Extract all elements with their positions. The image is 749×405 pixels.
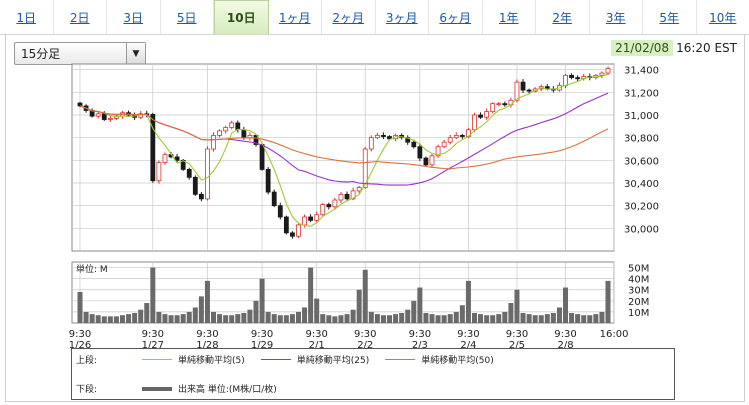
legend-item-ma-1: 単純移動平均(25) (260, 353, 370, 366)
tab-9[interactable]: 1年 (483, 0, 536, 34)
timestamp: 21/02/08 16:20 EST (611, 40, 737, 56)
timestamp-date: 21/02/08 (611, 40, 674, 56)
tab-1[interactable]: 2日 (54, 0, 107, 34)
tab-13[interactable]: 10年 (709, 10, 737, 25)
legend-swatch-ma-2 (385, 359, 416, 360)
period-tabbar: 1日 2日 3日 5日 10日 1ヶ月 2ヶ月 3ヶ月 6ヶ月 1年 2年 3年 5年 10年 (0, 0, 749, 35)
tab-11[interactable]: 3年 (590, 0, 643, 34)
tab-5[interactable]: 1ヶ月 (269, 0, 322, 34)
chart-panel (5, 34, 745, 402)
interval-select[interactable]: 15分足 ▼ (14, 42, 146, 65)
legend-item-volume: 出来高 単位:(M株/口/枚) (142, 382, 277, 395)
tab-0[interactable]: 1日 (0, 0, 54, 34)
legend-label-ma-2: 単純移動平均(50) (421, 356, 494, 366)
legend-swatch-volume (142, 386, 172, 391)
legend-item-ma-2: 単純移動平均(50) (385, 353, 494, 366)
tab-4[interactable]: 10日 (214, 0, 269, 34)
tab-7[interactable]: 3ヶ月 (376, 0, 429, 34)
legend-upper-label: 上段: (76, 356, 98, 366)
legend-label-ma-0: 単純移動平均(5) (178, 356, 245, 366)
tab-2[interactable]: 3日 (107, 0, 161, 34)
chart-legend: 上段: 単純移動平均(5) 単純移動平均(25) 単純移動平均(50) 下段: 出来… (71, 348, 675, 400)
chevron-down-icon[interactable]: ▼ (126, 43, 145, 64)
legend-item-ma-0: 単純移動平均(5) (142, 353, 245, 366)
timestamp-time: 16:20 EST (676, 41, 737, 55)
legend-volume-label: 出来高 単位:(M株/口/枚) (178, 385, 277, 395)
tab-6[interactable]: 2ヶ月 (322, 0, 376, 34)
tab-3[interactable]: 5日 (161, 0, 214, 34)
interval-select-value: 15分足 (21, 47, 61, 61)
legend-lower-label: 下段: (76, 385, 98, 395)
legend-swatch-ma-0 (142, 359, 172, 360)
tab-10[interactable]: 2年 (536, 0, 590, 34)
legend-label-ma-1: 単純移動平均(25) (296, 356, 370, 366)
legend-swatch-ma-1 (260, 359, 291, 360)
tab-12[interactable]: 5年 (643, 0, 697, 34)
tab-8[interactable]: 6ヶ月 (429, 0, 483, 34)
